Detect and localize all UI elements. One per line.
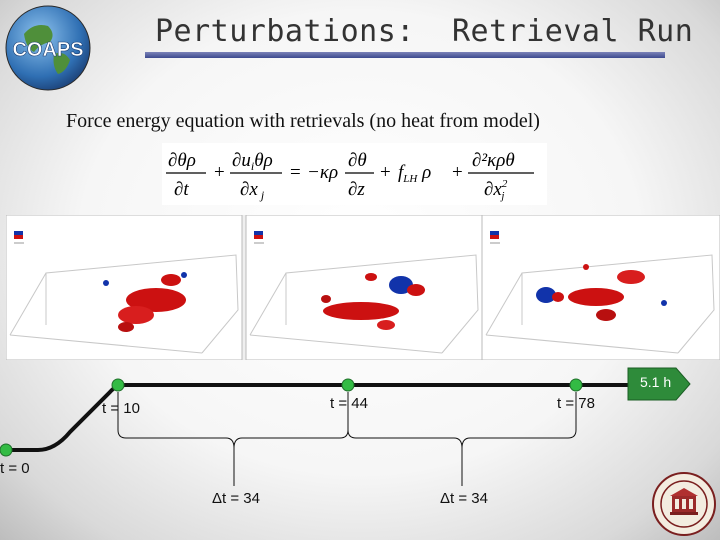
svg-text:∂x2j: ∂x2 j	[484, 178, 508, 202]
university-seal-icon	[652, 472, 716, 536]
energy-equation: ∂θρ ∂t + ∂uiθρ ∂x j = −κρ ∂θ ∂z + fLH ρ …	[162, 143, 547, 205]
node-t0	[0, 443, 13, 457]
coaps-logo: COAPS	[5, 5, 91, 91]
node-t78	[569, 378, 583, 392]
svg-text:=: =	[290, 162, 301, 183]
label-t0: t = 0	[0, 460, 30, 477]
label-t78: t = 78	[557, 395, 595, 412]
svg-text:+: +	[380, 162, 391, 183]
perturbation-panels	[5, 214, 720, 361]
panel-t44	[245, 214, 483, 361]
svg-text:∂θρ: ∂θρ	[168, 150, 196, 171]
label-t44: t = 44	[330, 395, 368, 412]
label-dt-1: Δt = 34	[212, 490, 260, 507]
svg-text:∂²κρθ: ∂²κρθ	[472, 150, 515, 171]
slide-subtitle: Force energy equation with retrievals (n…	[66, 110, 540, 132]
svg-text:∂θ: ∂θ	[348, 150, 367, 171]
svg-text:∂x j: ∂x j	[240, 179, 265, 202]
title-underline-bar	[145, 52, 665, 58]
svg-text:∂uiθρ: ∂uiθρ	[232, 150, 273, 173]
arrow-label: 5.1 h	[640, 374, 672, 390]
page-title: Perturbations: Retrieval Run	[155, 14, 694, 49]
svg-text:∂z: ∂z	[348, 179, 365, 200]
node-t10	[111, 378, 125, 392]
interval-brace-1	[117, 392, 349, 486]
panel-t10	[5, 214, 243, 361]
interval-brace-2	[347, 392, 577, 486]
label-t10: t = 10	[102, 400, 140, 417]
label-dt-2: Δt = 34	[440, 490, 488, 507]
node-t44	[341, 378, 355, 392]
svg-text:fLH ρ: fLH ρ	[398, 162, 431, 185]
svg-text:+: +	[214, 162, 225, 183]
svg-text:+: +	[452, 162, 463, 183]
svg-text:−κρ: −κρ	[307, 162, 338, 183]
timeline-track	[6, 383, 640, 452]
panel-t78	[481, 214, 720, 361]
coaps-logo-text: COAPS	[12, 39, 83, 61]
svg-text:∂t: ∂t	[174, 179, 189, 200]
